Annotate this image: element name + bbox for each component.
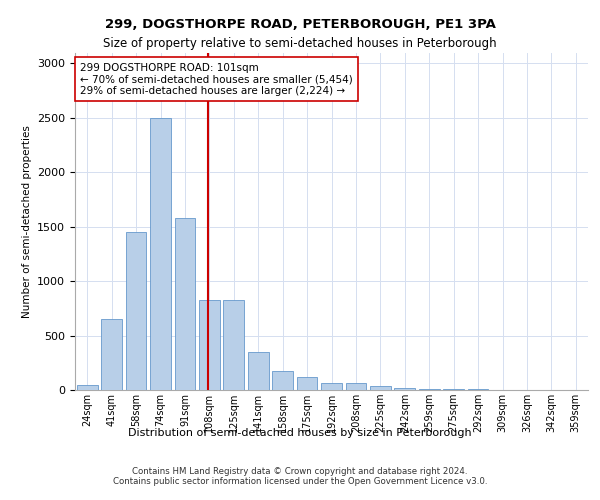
Bar	[370, 386, 391, 390]
Bar	[101, 319, 122, 390]
Bar	[248, 352, 269, 390]
Bar	[125, 232, 146, 390]
Bar	[419, 389, 440, 390]
Bar	[150, 118, 171, 390]
Bar	[346, 384, 367, 390]
Bar	[272, 371, 293, 390]
Bar	[223, 300, 244, 390]
Bar	[394, 388, 415, 390]
Bar	[443, 389, 464, 390]
Y-axis label: Number of semi-detached properties: Number of semi-detached properties	[22, 125, 32, 318]
Text: Contains public sector information licensed under the Open Government Licence v3: Contains public sector information licen…	[113, 477, 487, 486]
Text: Size of property relative to semi-detached houses in Peterborough: Size of property relative to semi-detach…	[103, 38, 497, 51]
Text: 299 DOGSTHORPE ROAD: 101sqm
← 70% of semi-detached houses are smaller (5,454)
29: 299 DOGSTHORPE ROAD: 101sqm ← 70% of sem…	[80, 62, 353, 96]
Bar	[77, 384, 98, 390]
Text: 299, DOGSTHORPE ROAD, PETERBOROUGH, PE1 3PA: 299, DOGSTHORPE ROAD, PETERBOROUGH, PE1 …	[104, 18, 496, 30]
Bar	[321, 383, 342, 390]
Bar	[175, 218, 196, 390]
Text: Contains HM Land Registry data © Crown copyright and database right 2024.: Contains HM Land Registry data © Crown c…	[132, 467, 468, 476]
Bar	[296, 378, 317, 390]
Text: Distribution of semi-detached houses by size in Peterborough: Distribution of semi-detached houses by …	[128, 428, 472, 438]
Bar	[199, 300, 220, 390]
